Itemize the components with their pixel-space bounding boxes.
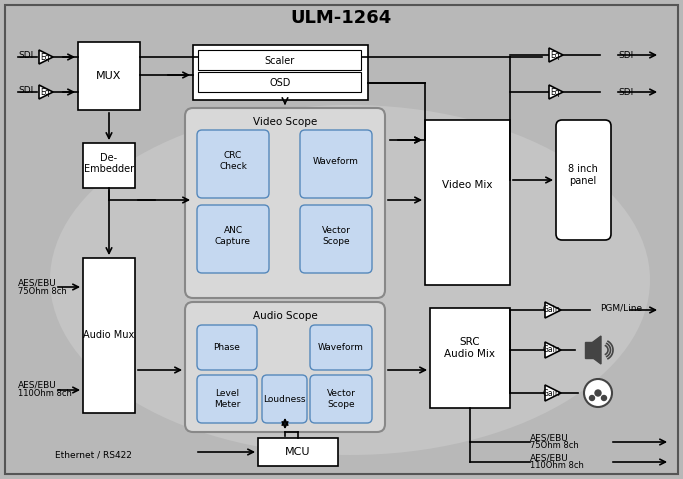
Text: Loudness: Loudness xyxy=(263,395,305,403)
FancyBboxPatch shape xyxy=(185,108,385,298)
Polygon shape xyxy=(39,85,53,99)
Text: AES/EBU: AES/EBU xyxy=(18,380,57,389)
Text: SDI: SDI xyxy=(18,85,33,94)
Circle shape xyxy=(589,396,594,400)
Text: Scaler: Scaler xyxy=(265,56,295,66)
Text: Phase: Phase xyxy=(214,343,240,353)
Text: Vector
Scope: Vector Scope xyxy=(322,226,350,246)
FancyBboxPatch shape xyxy=(197,325,257,370)
Text: Eq: Eq xyxy=(40,53,50,61)
Text: Eq: Eq xyxy=(40,88,50,96)
Text: Vector
Scope: Vector Scope xyxy=(326,389,355,409)
Circle shape xyxy=(595,390,601,396)
Polygon shape xyxy=(593,336,601,364)
Text: OSD: OSD xyxy=(269,78,291,88)
FancyBboxPatch shape xyxy=(197,375,257,423)
Text: SDI: SDI xyxy=(18,50,33,59)
FancyBboxPatch shape xyxy=(300,205,372,273)
FancyBboxPatch shape xyxy=(310,375,372,423)
Bar xyxy=(198,72,361,92)
FancyBboxPatch shape xyxy=(300,130,372,198)
Text: 75Ohm 8ch: 75Ohm 8ch xyxy=(530,442,579,451)
Text: 110Ohm 8ch: 110Ohm 8ch xyxy=(530,461,584,470)
Text: 75Ohm 8ch: 75Ohm 8ch xyxy=(18,286,67,296)
Text: Audio Scope: Audio Scope xyxy=(253,311,318,321)
Text: ULM-1264: ULM-1264 xyxy=(290,9,391,27)
Text: Eq: Eq xyxy=(550,50,560,59)
Bar xyxy=(78,42,140,110)
Polygon shape xyxy=(39,50,53,64)
Bar xyxy=(198,50,361,70)
FancyBboxPatch shape xyxy=(556,120,611,240)
Bar xyxy=(258,438,338,466)
Ellipse shape xyxy=(50,105,650,455)
Bar xyxy=(430,308,510,408)
Text: Gain: Gain xyxy=(543,345,561,354)
Text: SRC
Audio Mix: SRC Audio Mix xyxy=(445,337,495,359)
Polygon shape xyxy=(549,48,563,62)
Text: AES/EBU: AES/EBU xyxy=(530,433,569,443)
Text: PGM/Line: PGM/Line xyxy=(600,304,642,312)
Polygon shape xyxy=(545,342,561,358)
FancyBboxPatch shape xyxy=(185,302,385,432)
Text: Waveform: Waveform xyxy=(318,343,364,353)
Text: MUX: MUX xyxy=(96,71,122,81)
FancyBboxPatch shape xyxy=(310,325,372,370)
Text: Ethernet / RS422: Ethernet / RS422 xyxy=(55,451,132,459)
FancyBboxPatch shape xyxy=(262,375,307,423)
Polygon shape xyxy=(549,85,563,99)
Text: SDI: SDI xyxy=(618,50,633,59)
Bar xyxy=(83,258,135,413)
Text: De-: De- xyxy=(100,153,117,163)
Text: Gain: Gain xyxy=(543,306,561,315)
Text: CRC
Check: CRC Check xyxy=(219,151,247,171)
Text: Video Scope: Video Scope xyxy=(253,117,317,127)
Text: Waveform: Waveform xyxy=(313,157,359,166)
Text: 8 inch
panel: 8 inch panel xyxy=(568,164,598,186)
Text: Video Mix: Video Mix xyxy=(442,180,492,190)
Text: Eq: Eq xyxy=(550,88,560,96)
Bar xyxy=(425,120,510,285)
Text: Embedder: Embedder xyxy=(84,164,134,174)
Text: MCU: MCU xyxy=(285,447,311,457)
Text: Gain: Gain xyxy=(543,388,561,398)
Bar xyxy=(83,143,135,188)
Text: Audio Mux: Audio Mux xyxy=(83,330,135,340)
Bar xyxy=(193,45,368,100)
Text: AES/EBU: AES/EBU xyxy=(18,278,57,287)
Bar xyxy=(585,342,593,358)
Text: AES/EBU: AES/EBU xyxy=(530,454,569,463)
Polygon shape xyxy=(545,385,561,401)
Text: Level
Meter: Level Meter xyxy=(214,389,240,409)
Text: ANC
Capture: ANC Capture xyxy=(215,226,251,246)
Circle shape xyxy=(584,379,612,407)
Text: SDI: SDI xyxy=(618,88,633,96)
Circle shape xyxy=(602,396,607,400)
Text: 110Ohm 8ch: 110Ohm 8ch xyxy=(18,388,72,398)
FancyBboxPatch shape xyxy=(197,205,269,273)
FancyBboxPatch shape xyxy=(197,130,269,198)
Polygon shape xyxy=(545,302,561,318)
